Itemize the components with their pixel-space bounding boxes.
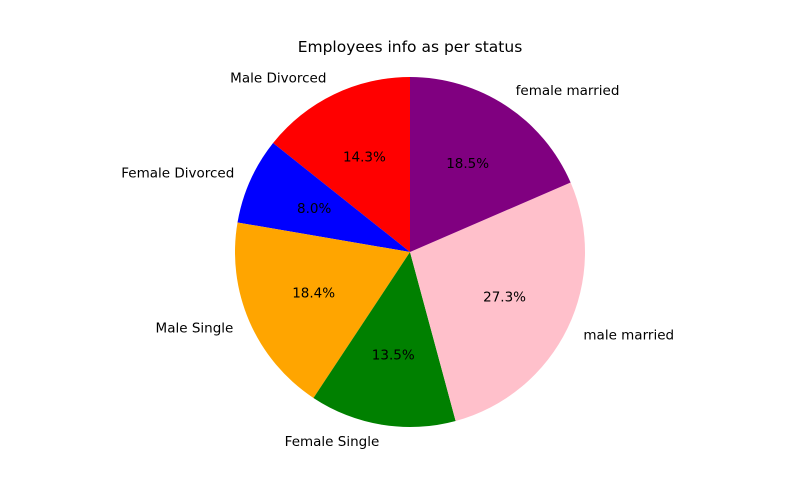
pie-slices xyxy=(235,76,585,427)
pie-slice-female-single xyxy=(313,252,456,427)
slice-percent-male-single: 18.4% xyxy=(292,286,335,302)
slice-label-female-divorced: Female Divorced xyxy=(121,165,234,181)
chart-title: Employees info as per status xyxy=(298,38,523,56)
slice-percent-female-single: 13.5% xyxy=(372,348,415,364)
slice-percent-female-married: 18.5% xyxy=(446,156,489,172)
pie-slice-male-single xyxy=(235,222,410,398)
slice-label-male-single: Male Single xyxy=(156,320,234,336)
slice-label-female-married: female married xyxy=(516,83,620,99)
pie-slice-female-married xyxy=(410,76,571,252)
slice-percent-male-divorced: 14.3% xyxy=(343,149,386,165)
slice-label-male-divorced: Male Divorced xyxy=(230,71,326,87)
pie-slice-male-married xyxy=(410,182,585,421)
slice-percent-male-married: 27.3% xyxy=(483,290,526,306)
slice-label-male-married: male married xyxy=(583,328,674,344)
pie-slice-male-divorced xyxy=(273,77,410,252)
slice-percent-female-divorced: 8.0% xyxy=(297,201,331,217)
slice-label-female-single: Female Single xyxy=(285,434,380,450)
pie-labels: Male Divorced 14.3% Female Divorced 8.0% Mal… xyxy=(121,71,674,450)
pie-slice-female-divorced xyxy=(237,143,410,252)
